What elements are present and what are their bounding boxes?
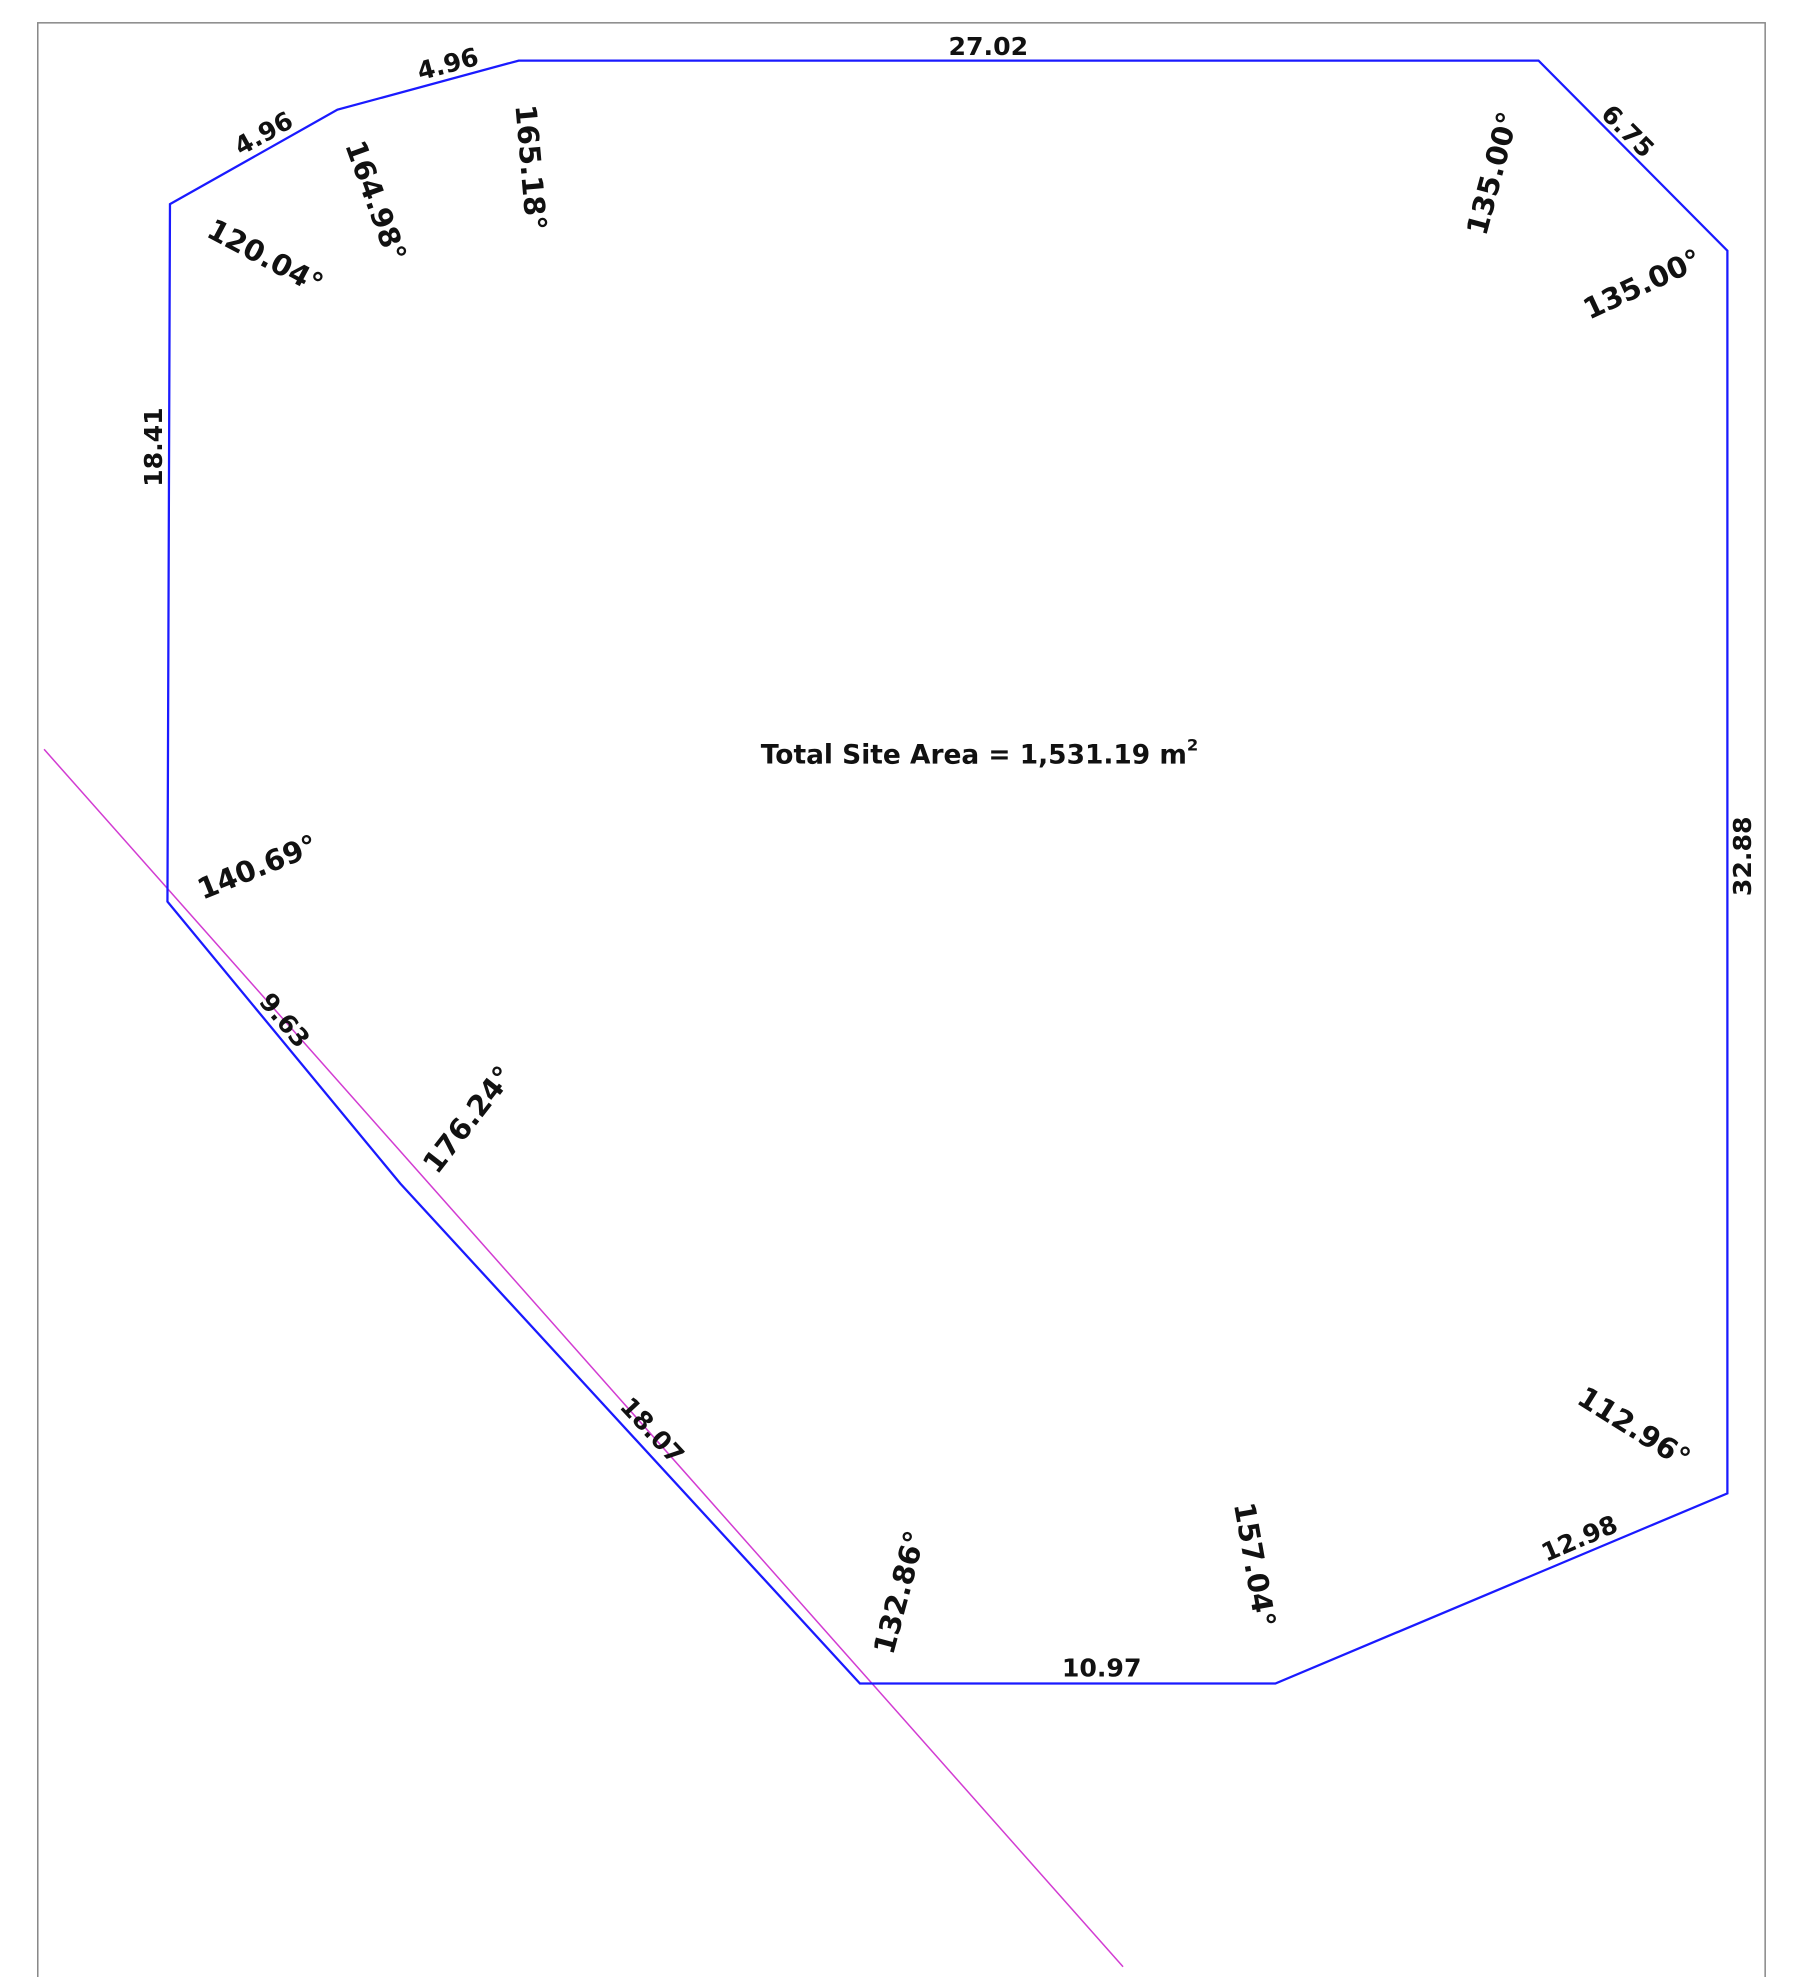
edge-length: 27.02 xyxy=(949,32,1029,61)
edge-length: 6.75 xyxy=(1596,99,1660,163)
area-superscript: 2 xyxy=(1187,735,1198,754)
site-boundary xyxy=(166,59,1729,1685)
angle-label: 135.00° xyxy=(1460,108,1525,239)
edge-length: 4.96 xyxy=(229,106,297,161)
frame xyxy=(37,22,1766,1977)
edge-length: 18.41 xyxy=(139,407,168,487)
angle-label: 132.86° xyxy=(867,1527,932,1658)
angle-label: 112.96° xyxy=(1572,1380,1697,1476)
angle-label: 135.00° xyxy=(1578,242,1707,326)
edge-length: 10.97 xyxy=(1062,1654,1142,1683)
angle-label: 164.98° xyxy=(338,136,413,266)
edge-length: 32.88 xyxy=(1728,816,1757,896)
angle-label: 140.69° xyxy=(193,828,323,907)
boundary-line xyxy=(43,748,1124,1968)
angle-label: 165.18° xyxy=(508,103,553,232)
angle-label: 120.04° xyxy=(202,212,329,301)
angle-label: 157.04° xyxy=(1227,1500,1282,1630)
angle-label: 176.24° xyxy=(416,1059,520,1179)
edge-length: 12.98 xyxy=(1537,1510,1622,1568)
area-label: Total Site Area = 1,531.19 m2 xyxy=(761,735,1198,770)
area-text: Total Site Area = 1,531.19 m xyxy=(761,739,1187,770)
